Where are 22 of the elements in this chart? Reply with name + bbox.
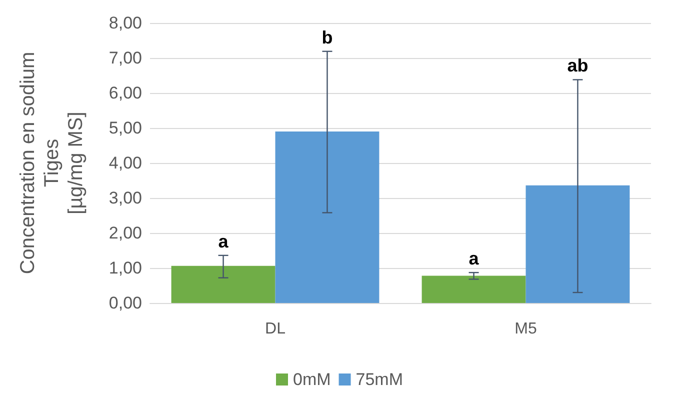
y-tick-label: 6,00 [108,84,142,102]
y-axis-title: Concentration en sodium Tiges [µg/mg MS] [17,52,87,274]
y-tick-label: 8,00 [108,14,142,32]
annotation: a [468,248,480,269]
annotation: a [218,231,230,252]
bar [171,266,276,303]
y-tick-label: 7,00 [108,48,142,68]
bar [422,276,526,303]
y-tick-label: 5,00 [108,118,142,138]
bar [275,132,380,303]
y-tick-label: 2,00 [108,224,142,242]
legend-label: 75mM [356,370,404,389]
y-tick-label: 0,00 [108,294,142,312]
x-tick-label: DL [265,320,286,338]
y-tick-label: 1,00 [108,258,142,278]
annotation: b [322,27,333,48]
annotation: ab [567,56,588,76]
legend-label: 0mM [292,370,331,389]
bar [526,185,630,303]
y-tick-label: 4,00 [108,154,142,172]
y-tick-label: 3,00 [108,188,142,208]
x-tick-label: M5 [514,320,537,338]
